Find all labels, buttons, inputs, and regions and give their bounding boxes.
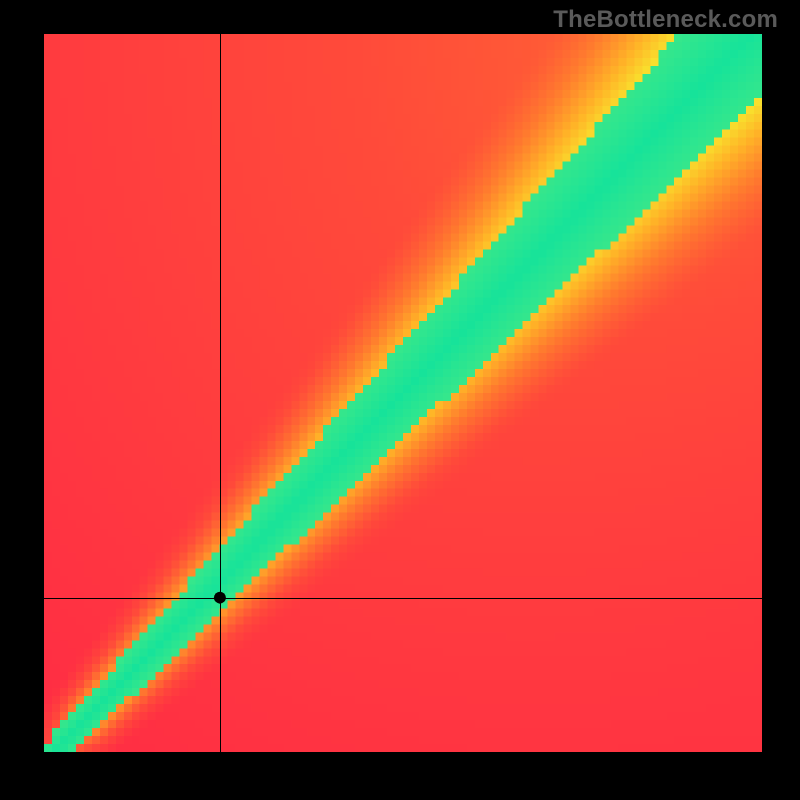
attribution-text: TheBottleneck.com [553, 6, 778, 34]
crosshair-overlay [44, 34, 762, 752]
chart-container: { "attribution": "TheBottleneck.com", "a… [0, 0, 800, 800]
